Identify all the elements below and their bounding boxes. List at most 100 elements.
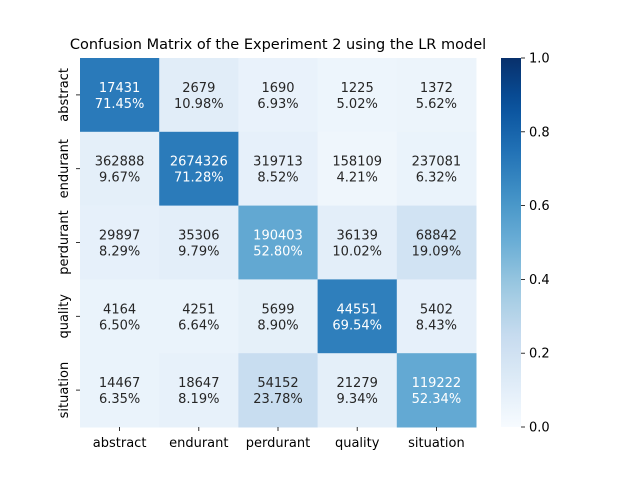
heatmap-cell [238,353,319,428]
cell-count-label: 362888 [95,155,145,170]
cell-percent-label: 10.98% [174,97,224,112]
heatmap-cell [396,131,477,207]
heatmap-cell [159,205,239,280]
cell-count-label: 2679 [182,81,215,96]
colorbar-tick-label: 0.2 [529,347,550,362]
cell-count-label: 237081 [412,155,462,170]
y-tick-label: perdurant [57,210,72,275]
heatmap-cell [317,58,398,133]
y-axis: abstract endurant perdurant quality situatio… [57,68,80,418]
heatmap-cells [80,58,477,428]
colorbar: 0.0 0.2 0.4 0.6 0.8 1.0 [501,52,550,436]
cell-count-label: 5699 [261,302,294,317]
cell-count-label: 35306 [178,229,219,244]
heatmap-cell [396,353,477,428]
cell-count-label: 1225 [341,81,374,96]
cell-percent-label: 6.64% [178,318,219,333]
x-axis: abstract endurant perdurant quality situatio… [93,427,465,451]
cell-count-label: 5402 [420,302,453,317]
colorbar-gradient [501,58,521,427]
colorbar-tick-label: 0.0 [529,421,550,436]
cell-count-label: 54152 [257,376,298,391]
cell-percent-label: 71.45% [95,97,145,112]
cell-count-label: 68842 [416,229,457,244]
heatmap-cell [80,58,160,133]
colorbar-tick-label: 0.8 [529,125,550,140]
heatmap-cell [159,279,239,354]
cell-percent-label: 52.80% [253,245,303,260]
cell-percent-label: 8.90% [257,318,298,333]
cell-percent-label: 6.32% [416,171,457,186]
cell-percent-label: 6.35% [99,392,140,407]
heatmap-cell [238,58,319,133]
heatmap-cell [317,205,398,280]
cell-percent-label: 9.34% [337,392,378,407]
x-tick-label: situation [408,436,465,451]
heatmap-cell [80,353,160,428]
x-tick-label: perdurant [246,436,311,451]
cell-count-label: 44551 [337,302,378,317]
heatmap-cell [396,279,477,354]
heatmap-cell [238,279,319,354]
cell-percent-label: 19.09% [412,245,462,260]
heatmap-cell [238,131,319,207]
heatmap-cell [396,58,477,133]
cell-percent-label: 52.34% [412,392,462,407]
heatmap-cell [317,131,398,207]
x-tick-label: endurant [169,436,228,451]
cell-percent-label: 8.19% [178,392,219,407]
y-tick-label: endurant [57,139,72,198]
heatmap-cell [80,279,160,354]
cell-percent-label: 5.02% [337,97,378,112]
cell-percent-label: 6.50% [99,318,140,333]
heatmap-cell [159,131,239,207]
colorbar-tick-label: 1.0 [529,52,550,67]
cell-count-label: 36139 [337,229,378,244]
colorbar-tick-label: 0.4 [529,273,550,288]
cell-count-label: 18647 [178,376,219,391]
y-tick-label: situation [57,362,72,419]
heatmap-cell [159,58,239,133]
cell-count-label: 4251 [182,302,215,317]
cell-percent-label: 10.02% [332,245,382,260]
cell-percent-label: 8.43% [416,318,457,333]
cell-count-label: 1372 [420,81,453,96]
cell-percent-label: 71.28% [174,171,224,186]
cell-count-label: 14467 [99,376,140,391]
cell-percent-label: 8.29% [99,245,140,260]
cell-count-label: 29897 [99,229,140,244]
chart-title: Confusion Matrix of the Experiment 2 usi… [70,37,486,53]
cell-percent-label: 9.67% [99,171,140,186]
cell-count-label: 2674326 [170,155,228,170]
y-tick-label: quality [57,294,72,339]
cell-count-label: 158109 [332,155,382,170]
cell-percent-label: 4.21% [337,171,378,186]
cell-percent-label: 9.79% [178,245,219,260]
cell-percent-label: 23.78% [253,392,303,407]
cell-count-label: 190403 [253,229,303,244]
heatmap-cell [396,205,477,280]
y-tick-label: abstract [57,68,72,122]
heatmap-cell [80,205,160,280]
cell-count-label: 4164 [103,302,136,317]
heatmap-cell [238,205,319,280]
cell-percent-label: 6.93% [257,97,298,112]
cell-count-label: 21279 [337,376,378,391]
cell-count-label: 1690 [261,81,294,96]
x-tick-label: abstract [93,436,147,451]
heatmap-cell [317,279,398,354]
cell-count-label: 17431 [99,81,140,96]
heatmap-cell [317,353,398,428]
cell-percent-label: 5.62% [416,97,457,112]
cell-count-label: 319713 [253,155,303,170]
cell-count-label: 119222 [412,376,462,391]
heatmap-cell [80,131,160,207]
x-tick-label: quality [335,436,380,451]
cell-percent-label: 8.52% [257,171,298,186]
cell-percent-label: 69.54% [332,318,382,333]
colorbar-tick-label: 0.6 [529,199,550,214]
heatmap-cell [159,353,239,428]
